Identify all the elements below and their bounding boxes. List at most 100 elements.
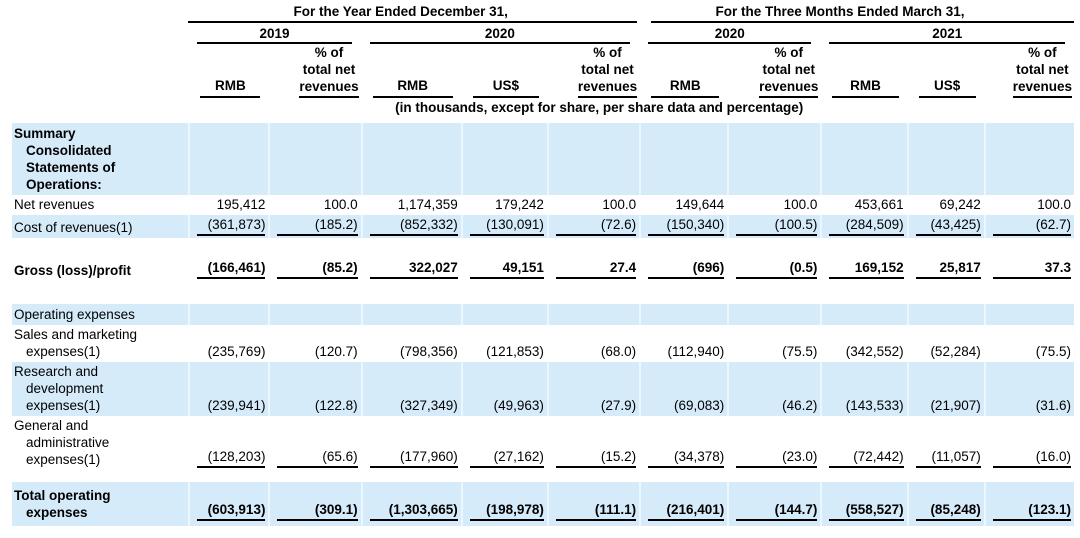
group-year-ended: For the Year Ended December 31, (188, 3, 639, 23)
header-spacer (12, 23, 188, 44)
cell-value: (100.5) (736, 216, 818, 236)
cell-value: (21,907) (930, 398, 981, 413)
cell-value: (123.1) (992, 501, 1071, 521)
cell-value: (603,913) (197, 501, 266, 521)
cell-value: (122.8) (314, 398, 358, 413)
col-header-rmb: RMB (361, 44, 461, 98)
cell-value: (85,248) (915, 501, 981, 521)
cell-value: (27.9) (600, 398, 637, 413)
cell-value: (558,527) (829, 501, 904, 521)
row-label: Sales and marketing expenses(1) (14, 327, 138, 359)
cell-value: (361,873) (197, 216, 266, 236)
cell-value: (43,425) (915, 216, 981, 236)
cell-value: (72.6) (555, 216, 637, 236)
cell-value: (0.5) (736, 259, 818, 279)
units-note-row: (in thousands, except for share, per sha… (12, 98, 1074, 123)
cell-value: (31.6) (1035, 398, 1071, 413)
spacer-row (12, 470, 1074, 482)
cell-value: (798,356) (399, 344, 458, 359)
cell-value: 1,174,359 (397, 197, 458, 212)
cell-value: (52,284) (930, 344, 981, 359)
cell-value: (177,960) (369, 448, 458, 468)
cell-value: (75.5) (1035, 344, 1071, 359)
cell-value: (166,461) (197, 259, 266, 279)
row-label: General and administrative expenses(1) (14, 418, 110, 467)
col-header-usd: US$ (907, 44, 984, 98)
col-header-rmb: RMB (639, 44, 727, 98)
row-label: Total operating expenses (14, 488, 111, 520)
row-label: Cost of revenues(1) (14, 220, 133, 235)
group-header-row: For the Year Ended December 31, For the … (12, 3, 1074, 23)
cell-value: (696) (648, 259, 725, 279)
financial-table: For the Year Ended December 31, For the … (12, 3, 1074, 526)
cell-value: (46.2) (782, 398, 818, 413)
row-label: Research and development expenses(1) (14, 364, 104, 413)
row-cost-of-revenues: Cost of revenues(1) (361,873) (185.2) (8… (12, 215, 1074, 238)
cell-value: 69,242 (939, 197, 981, 212)
cell-value: (1,303,665) (369, 501, 458, 521)
cell-value: (239,941) (207, 398, 266, 413)
cell-value: (216,401) (648, 501, 725, 521)
note-spacer (12, 98, 188, 123)
col-header-rmb: RMB (820, 44, 906, 98)
cell-value: 149,644 (675, 197, 725, 212)
cell-value: (23.0) (736, 448, 818, 468)
cell-value: (27,162) (469, 448, 544, 468)
cell-value: (150,340) (648, 216, 725, 236)
row-summary-section: Summary Consolidated Statements of Opera… (12, 123, 1074, 195)
cell-value: (15.2) (555, 448, 637, 468)
row-label: Net revenues (14, 197, 95, 212)
year-header-row: 2019 2020 2020 2021 (12, 23, 1074, 44)
col-header-pct: % of total net revenues (984, 44, 1074, 98)
cell-value: 453,661 (854, 197, 904, 212)
cell-value: 179,242 (495, 197, 544, 212)
row-net-revenues: Net revenues 195,412 100.0 1,174,359 179… (12, 195, 1074, 215)
column-header-row: RMB % of total net revenues RMB US$ % of… (12, 44, 1074, 98)
row-total-operating-expenses: Total operating expenses (603,913) (309.… (12, 482, 1074, 526)
cell-value: 37.3 (992, 259, 1071, 279)
header-spacer (12, 44, 188, 98)
year-2020: 2020 (361, 23, 640, 44)
cell-value: 49,151 (469, 259, 544, 279)
spacer-row (12, 238, 1074, 258)
col-header-pct: % of total net revenues (547, 44, 639, 98)
cell-value: (120.7) (314, 344, 358, 359)
row-sales-marketing: Sales and marketing expenses(1) (235,769… (12, 325, 1074, 362)
cell-value: (85.2) (277, 259, 358, 279)
cell-value: (198,978) (469, 501, 544, 521)
row-general-administrative: General and administrative expenses(1) (… (12, 416, 1074, 470)
cell-value: (62.7) (992, 216, 1071, 236)
col-header-pct: % of total net revenues (268, 44, 360, 98)
quarter-2021: 2021 (820, 23, 1074, 44)
cell-value: (185.2) (277, 216, 358, 236)
year-2019: 2019 (188, 23, 360, 44)
cell-value: (143,533) (845, 398, 904, 413)
cell-value: (49,963) (493, 398, 544, 413)
header-spacer (12, 3, 188, 23)
quarter-2020: 2020 (639, 23, 820, 44)
cell-value: 100.0 (323, 197, 358, 212)
row-operating-expenses-section: Operating expenses (12, 304, 1074, 325)
cell-value: (16.0) (992, 448, 1071, 468)
cell-value: (852,332) (369, 216, 458, 236)
cell-value: (235,769) (207, 344, 266, 359)
row-gross-loss-profit: Gross (loss)/profit (166,461) (85.2) 322… (12, 258, 1074, 282)
cell-value: (144.7) (736, 501, 818, 521)
group-three-months-ended-label: For the Three Months Ended March 31, (651, 3, 1074, 23)
cell-value: (112,940) (667, 344, 725, 359)
cell-value: (130,091) (469, 216, 544, 236)
cell-value: 100.0 (783, 197, 818, 212)
cell-value: 169,152 (829, 259, 904, 279)
cell-value: 322,027 (369, 259, 458, 279)
col-header-pct: % of total net revenues (727, 44, 820, 98)
cell-value: (34,378) (648, 448, 725, 468)
cell-value: (69,083) (673, 398, 725, 413)
cell-value: (11,057) (915, 448, 981, 468)
cell-value: (128,203) (197, 448, 266, 468)
row-label: Gross (loss)/profit (14, 263, 132, 278)
col-header-usd: US$ (461, 44, 547, 98)
cell-value: (327,349) (399, 398, 458, 413)
section-title: Summary Consolidated Statements of Opera… (14, 126, 116, 192)
cell-value: 27.4 (555, 259, 637, 279)
